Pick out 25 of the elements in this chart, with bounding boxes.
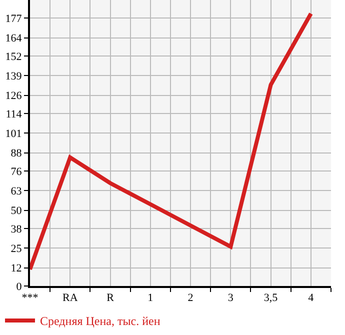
x-tick-label: 3: [228, 292, 234, 304]
y-tick-label: 38: [10, 223, 22, 236]
y-tick-label: 0: [16, 280, 22, 293]
y-tick-label: 12: [10, 262, 22, 275]
y-tick-label: 101: [5, 128, 22, 140]
legend-label: Средняя Цена, тыс. йен: [40, 314, 161, 328]
y-tick-label: 164: [5, 32, 22, 45]
y-tick-label: 88: [10, 148, 22, 160]
y-tick-label: 114: [6, 108, 22, 120]
y-tick-label: 126: [5, 90, 22, 102]
line-series: [30, 12, 313, 272]
x-tick-label: R: [106, 292, 115, 304]
x-tick-label: 3,5: [264, 292, 278, 304]
x-tick-label: RA: [62, 292, 78, 304]
x-tick-label: ***: [22, 292, 38, 304]
x-tick-label: 2: [188, 292, 194, 304]
y-tick-label: 25: [10, 243, 22, 256]
x-tick-label: 1: [148, 292, 154, 304]
y-tick-label: 76: [10, 166, 22, 178]
x-tick-label: 4: [308, 292, 314, 304]
y-tick-label: 177: [5, 13, 22, 26]
y-tick-label: 63: [10, 186, 22, 198]
y-tick-label: 139: [5, 70, 22, 83]
y-tick-label: 50: [10, 205, 22, 218]
y-tick-label: 152: [5, 50, 22, 63]
